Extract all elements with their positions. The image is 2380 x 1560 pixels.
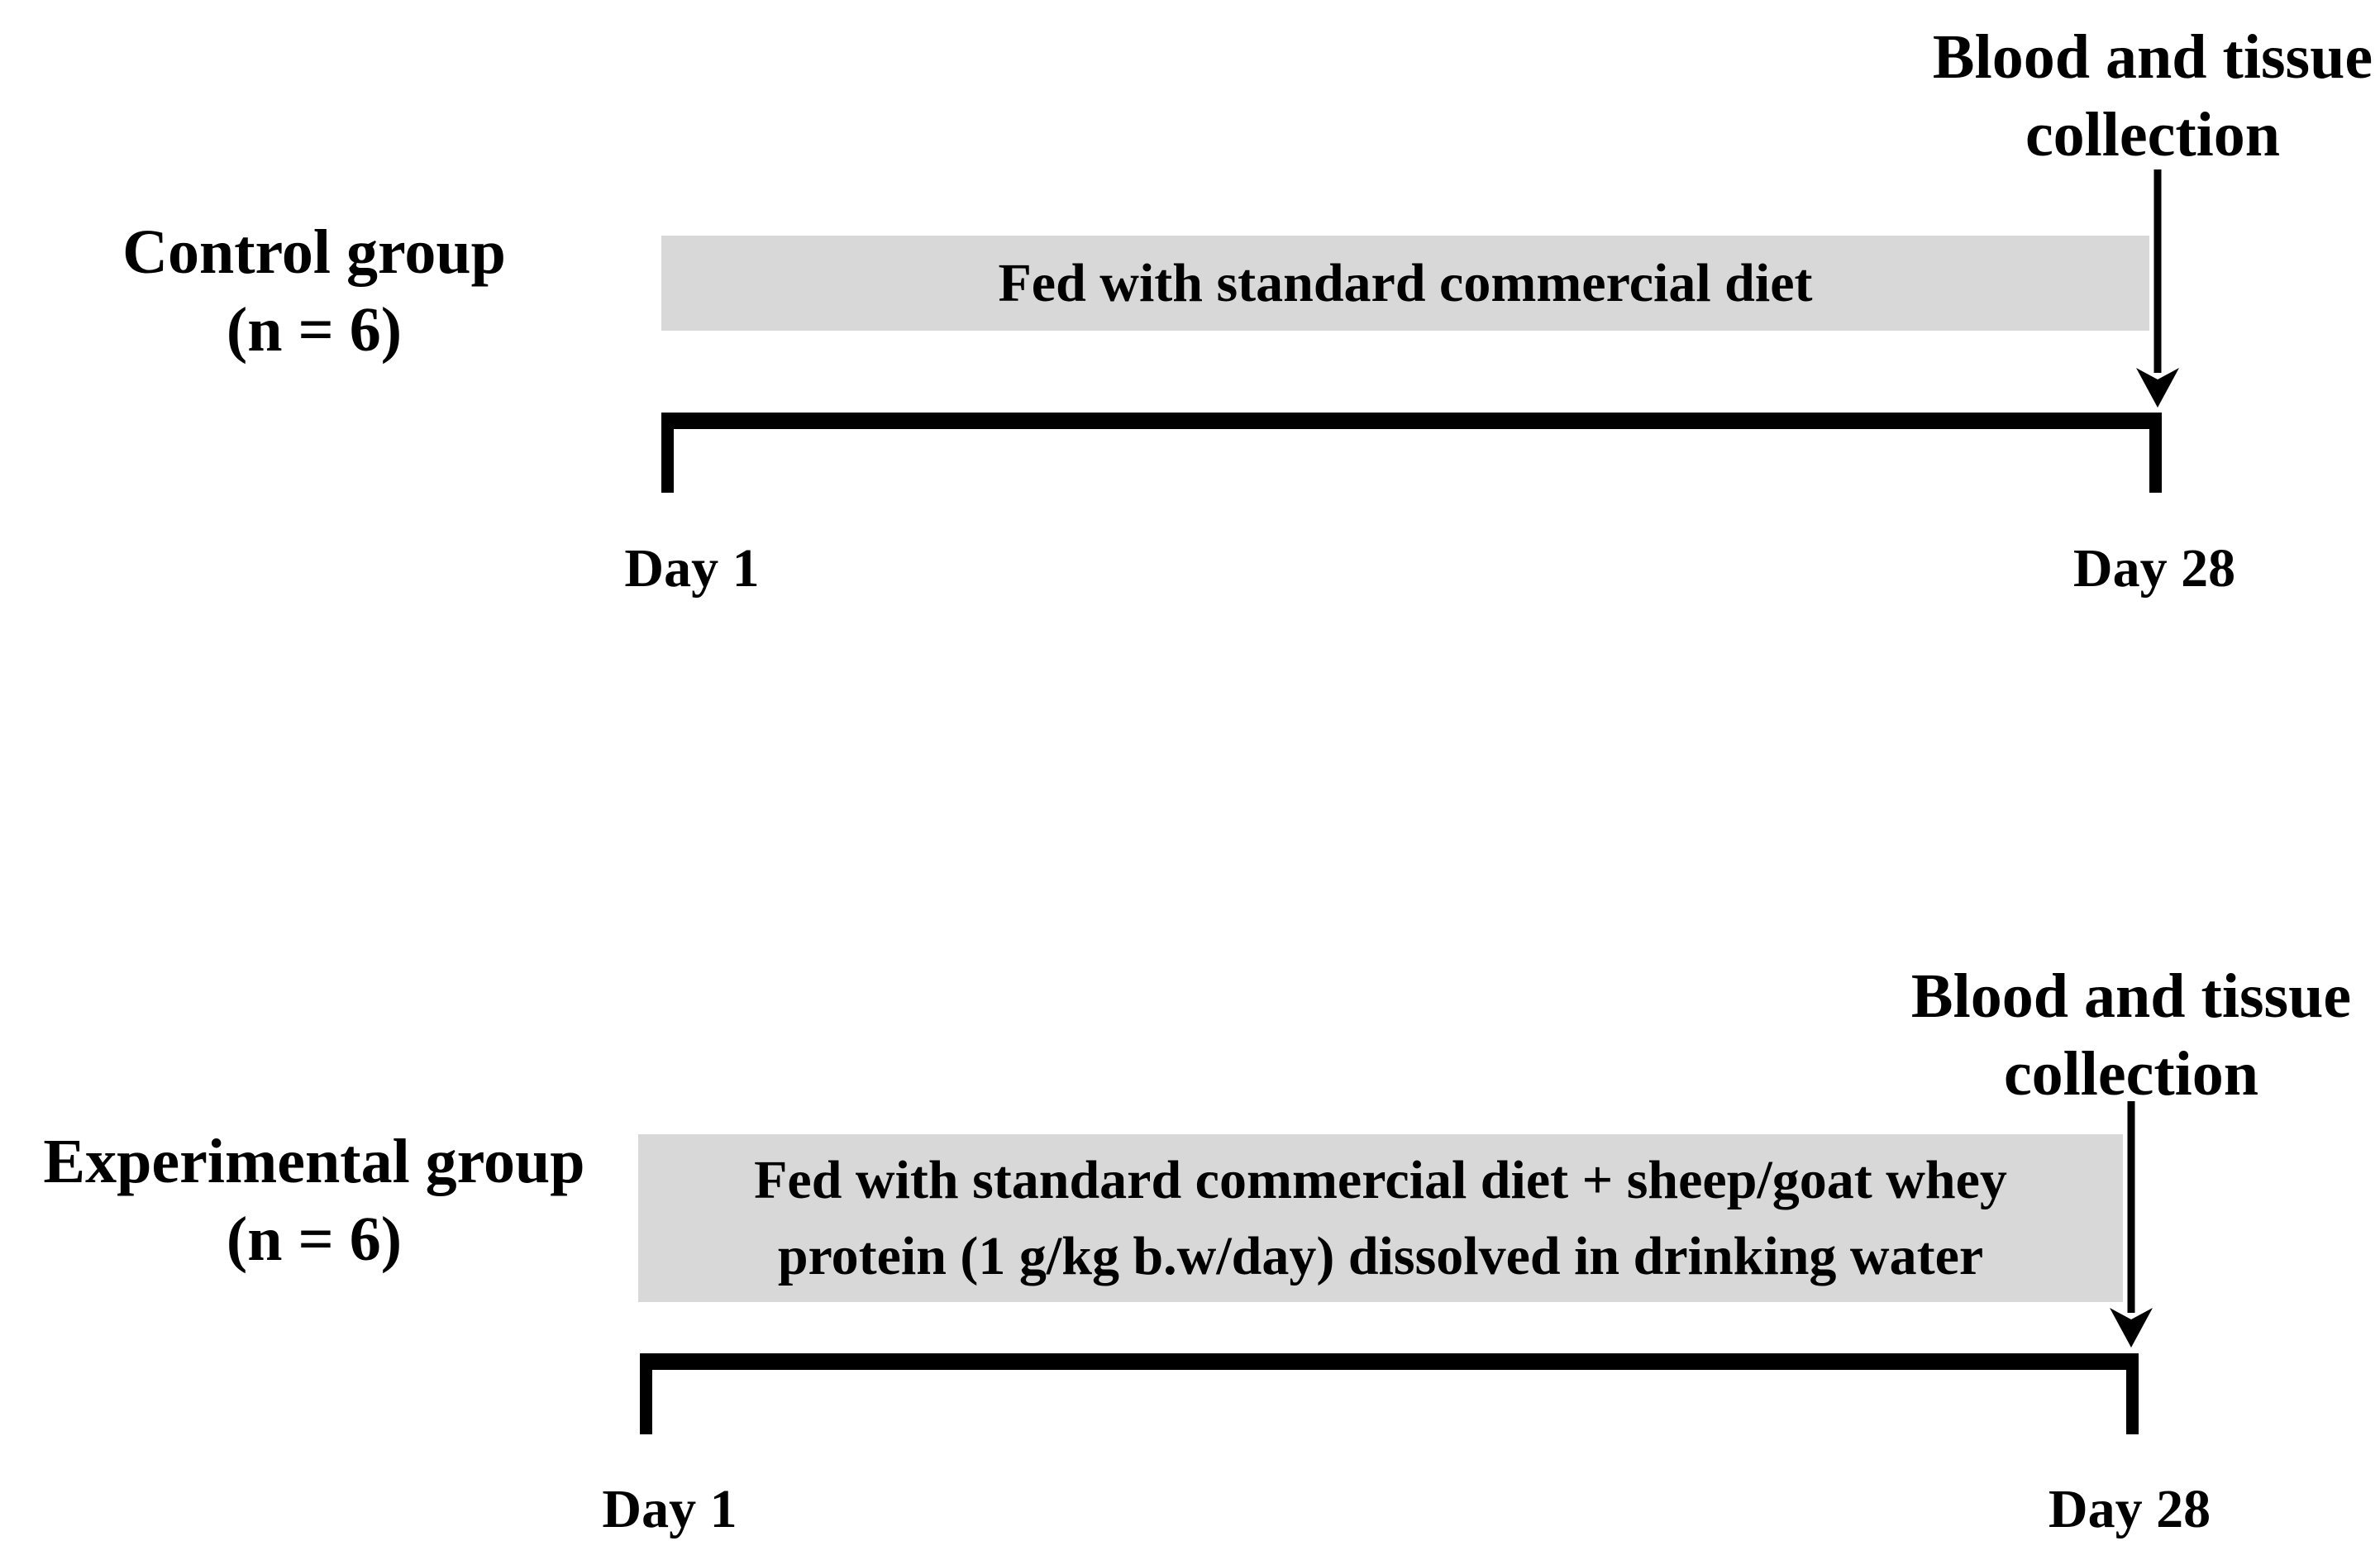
- down-arrow-icon: [2136, 169, 2179, 408]
- collection-label-line2: collection: [2003, 1039, 2259, 1109]
- group-name: Experimental group: [43, 1127, 585, 1196]
- collection-label: Blood and tissue collection: [1901, 18, 2380, 174]
- timeline-line: [661, 413, 2162, 429]
- timeline-tick-start: [661, 428, 674, 493]
- timeline-tick-start: [640, 1370, 652, 1434]
- group-label: Experimental group (n = 6): [25, 1123, 603, 1278]
- collection-label-line2: collection: [2025, 100, 2281, 169]
- diet-bar: Fed with standard commercial diet + shee…: [638, 1134, 2123, 1302]
- timeline-tick-end: [2126, 1370, 2139, 1434]
- diet-bar-text-line1: Fed with standard commercial diet + shee…: [754, 1149, 2007, 1210]
- collection-label-line1: Blood and tissue: [1932, 22, 2373, 92]
- collection-label: Blood and tissue collection: [1880, 957, 2380, 1113]
- group-name: Control group: [122, 217, 506, 287]
- day-start-label: Day 1: [602, 1479, 737, 1539]
- group-label: Control group (n = 6): [25, 213, 603, 369]
- day-end-label: Day 28: [2072, 538, 2236, 599]
- down-arrow-icon: [2110, 1101, 2153, 1348]
- diet-bar-text-line2: protein (1 g/kg b.w/day) dissolved in dr…: [777, 1225, 1984, 1286]
- collection-label-line1: Blood and tissue: [1910, 961, 2352, 1031]
- group-n-count: (n = 6): [226, 1205, 403, 1274]
- diet-bar-text-line1: Fed with standard commercial diet: [998, 252, 1813, 313]
- timeline-line: [640, 1353, 2139, 1370]
- day-start-label: Day 1: [624, 538, 760, 599]
- diet-bar: Fed with standard commercial diet: [661, 236, 2149, 331]
- group-n-count: (n = 6): [226, 295, 403, 365]
- day-end-label: Day 28: [2048, 1479, 2211, 1539]
- timeline-tick-end: [2149, 428, 2162, 493]
